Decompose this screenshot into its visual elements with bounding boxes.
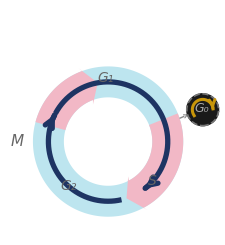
Text: G₁: G₁: [98, 71, 114, 85]
Text: G₀: G₀: [194, 102, 209, 115]
Text: S: S: [148, 174, 157, 188]
Circle shape: [187, 94, 219, 126]
Polygon shape: [126, 113, 183, 210]
Polygon shape: [36, 68, 98, 130]
Text: G₂: G₂: [60, 179, 76, 193]
Text: M: M: [10, 134, 24, 149]
Polygon shape: [33, 66, 183, 217]
Text: The Cell Cycle: The Cell Cycle: [48, 12, 177, 30]
